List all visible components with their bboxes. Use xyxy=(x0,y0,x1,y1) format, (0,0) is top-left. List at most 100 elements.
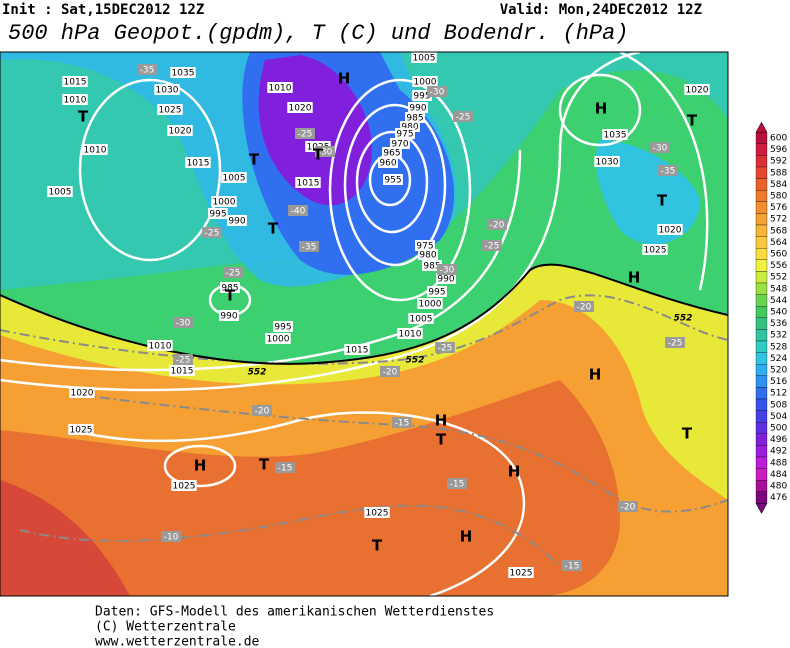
isobar-label-box xyxy=(220,282,240,293)
isobar-label: 1020 xyxy=(686,86,709,96)
dark-orange-region xyxy=(0,380,620,596)
isobar-label-box xyxy=(267,82,293,93)
colorbar-cell xyxy=(755,155,768,168)
colorbar-label: 596 xyxy=(770,145,787,155)
isotherm-label-box xyxy=(482,240,502,251)
isobar-label: 985 xyxy=(406,114,423,124)
isotherm-label: -35 xyxy=(661,167,676,177)
isobar-label-box xyxy=(227,215,247,226)
colorbar-cell xyxy=(755,132,768,144)
isobar-label-box xyxy=(400,121,420,132)
isobar-label-box xyxy=(684,84,710,95)
colorbar-label: 572 xyxy=(770,215,787,225)
isobar-label-box xyxy=(364,507,390,518)
isotherm-label-box xyxy=(447,478,467,489)
colorbar-label: 528 xyxy=(770,342,787,352)
colorbar-cell xyxy=(755,306,768,318)
isobar-label: 1020 xyxy=(659,226,682,236)
init-text: Init : Sat,15DEC2012 12Z xyxy=(2,2,204,18)
footer-line: Daten: GFS-Modell des amerikanischen Wet… xyxy=(95,605,494,620)
isotherm-label: -20 xyxy=(577,303,592,313)
colorbar-label: 560 xyxy=(770,250,787,260)
isobar-label: 980 xyxy=(401,123,418,133)
colorbar-cell xyxy=(755,445,768,458)
isobar-label: 1030 xyxy=(156,86,179,96)
isobar-label: 980 xyxy=(419,251,436,261)
isotherm-label-box xyxy=(427,86,447,97)
isobar-label: 975 xyxy=(416,242,433,252)
colorbar-cell xyxy=(755,433,768,446)
isobar-label-box xyxy=(219,310,239,321)
isobar-label: 965 xyxy=(383,149,400,159)
colorbar-cell xyxy=(755,294,768,307)
map-frame xyxy=(0,51,729,597)
isobar-label: 955 xyxy=(384,176,401,186)
isobar-label: 1020 xyxy=(289,104,312,114)
isotherm-label-box xyxy=(202,227,222,238)
isobar-label-box xyxy=(408,313,434,324)
isotherm-label: -20 xyxy=(255,407,270,417)
colorbar-label: 564 xyxy=(770,238,787,248)
pressure-center: T xyxy=(249,151,260,169)
pressure-center: T xyxy=(657,192,668,210)
colorbar-label: 484 xyxy=(770,470,787,480)
colorbar-cell xyxy=(755,201,768,214)
isobar-label: 1025 xyxy=(366,509,389,519)
colorbar-label: 548 xyxy=(770,284,787,294)
isotherm-label: -40 xyxy=(291,207,306,217)
colorbar-cell xyxy=(755,398,768,411)
colorbar-cell xyxy=(755,282,768,295)
valid-text: Valid: Mon,24DEC2012 12Z xyxy=(500,2,702,18)
isotherm-label-box xyxy=(487,219,507,230)
isotherm-label-box xyxy=(223,267,243,278)
isobars xyxy=(0,52,709,596)
isobar-label: 995 xyxy=(428,288,445,298)
isobar-label: 1000 xyxy=(267,335,290,345)
isobar-label: 1020 xyxy=(71,389,94,399)
colorbar-cell xyxy=(755,422,768,434)
colorbar-cell xyxy=(755,317,768,330)
pressure-center: T xyxy=(436,431,447,449)
isotherm-label: -30 xyxy=(653,144,668,154)
isotherm-label-box xyxy=(299,241,319,252)
colorbar-label: 488 xyxy=(770,458,787,468)
isotherm-label: -10 xyxy=(164,533,179,543)
isotherm-label-box xyxy=(295,128,315,139)
isobar-label: 1000 xyxy=(213,198,236,208)
colorbar-label: 580 xyxy=(770,192,787,202)
colorbar-label: 492 xyxy=(770,447,787,457)
colorbar-cell xyxy=(755,468,768,481)
isobar-label-box xyxy=(344,344,370,355)
isobar-label: 990 xyxy=(220,312,237,322)
isotherm-label-box xyxy=(435,342,455,353)
isobar-label-box xyxy=(417,298,443,309)
colorbar-cell xyxy=(755,364,768,376)
isobar-label-box xyxy=(154,84,180,95)
isotherm-label: -25 xyxy=(226,269,241,279)
isobar-label: 1020 xyxy=(169,127,192,137)
colorbar-cell xyxy=(755,213,768,226)
isotherm-label: -30 xyxy=(430,88,445,98)
isobar-label-box xyxy=(287,102,313,113)
isotherm-label: -15 xyxy=(278,464,293,474)
colorbar-cell xyxy=(755,271,768,284)
pressure-center: H xyxy=(460,528,473,546)
pressure-center: T xyxy=(682,425,693,443)
colorbar-label: 540 xyxy=(770,308,787,318)
colorbar-cell xyxy=(755,329,768,342)
isobar-label-box xyxy=(382,147,402,158)
colorbar: 6005965925885845805765725685645605565525… xyxy=(755,121,787,514)
isotherm-label: -30 xyxy=(440,266,455,276)
isotherm-label-box xyxy=(437,264,457,275)
isobar-label-box xyxy=(157,104,183,115)
552-line xyxy=(0,263,728,365)
isobar-label: 1035 xyxy=(604,131,627,141)
pressure-center: T xyxy=(78,108,89,126)
isobar-label-box xyxy=(68,424,94,435)
pressure-center: T xyxy=(268,220,279,238)
isobar-label-box xyxy=(405,112,425,123)
colorbar-cell xyxy=(755,387,768,400)
footer-line: (C) Wetterzentrale xyxy=(95,620,236,635)
isobar-label: 985 xyxy=(221,284,238,294)
isobar-label: 995 xyxy=(209,210,226,220)
